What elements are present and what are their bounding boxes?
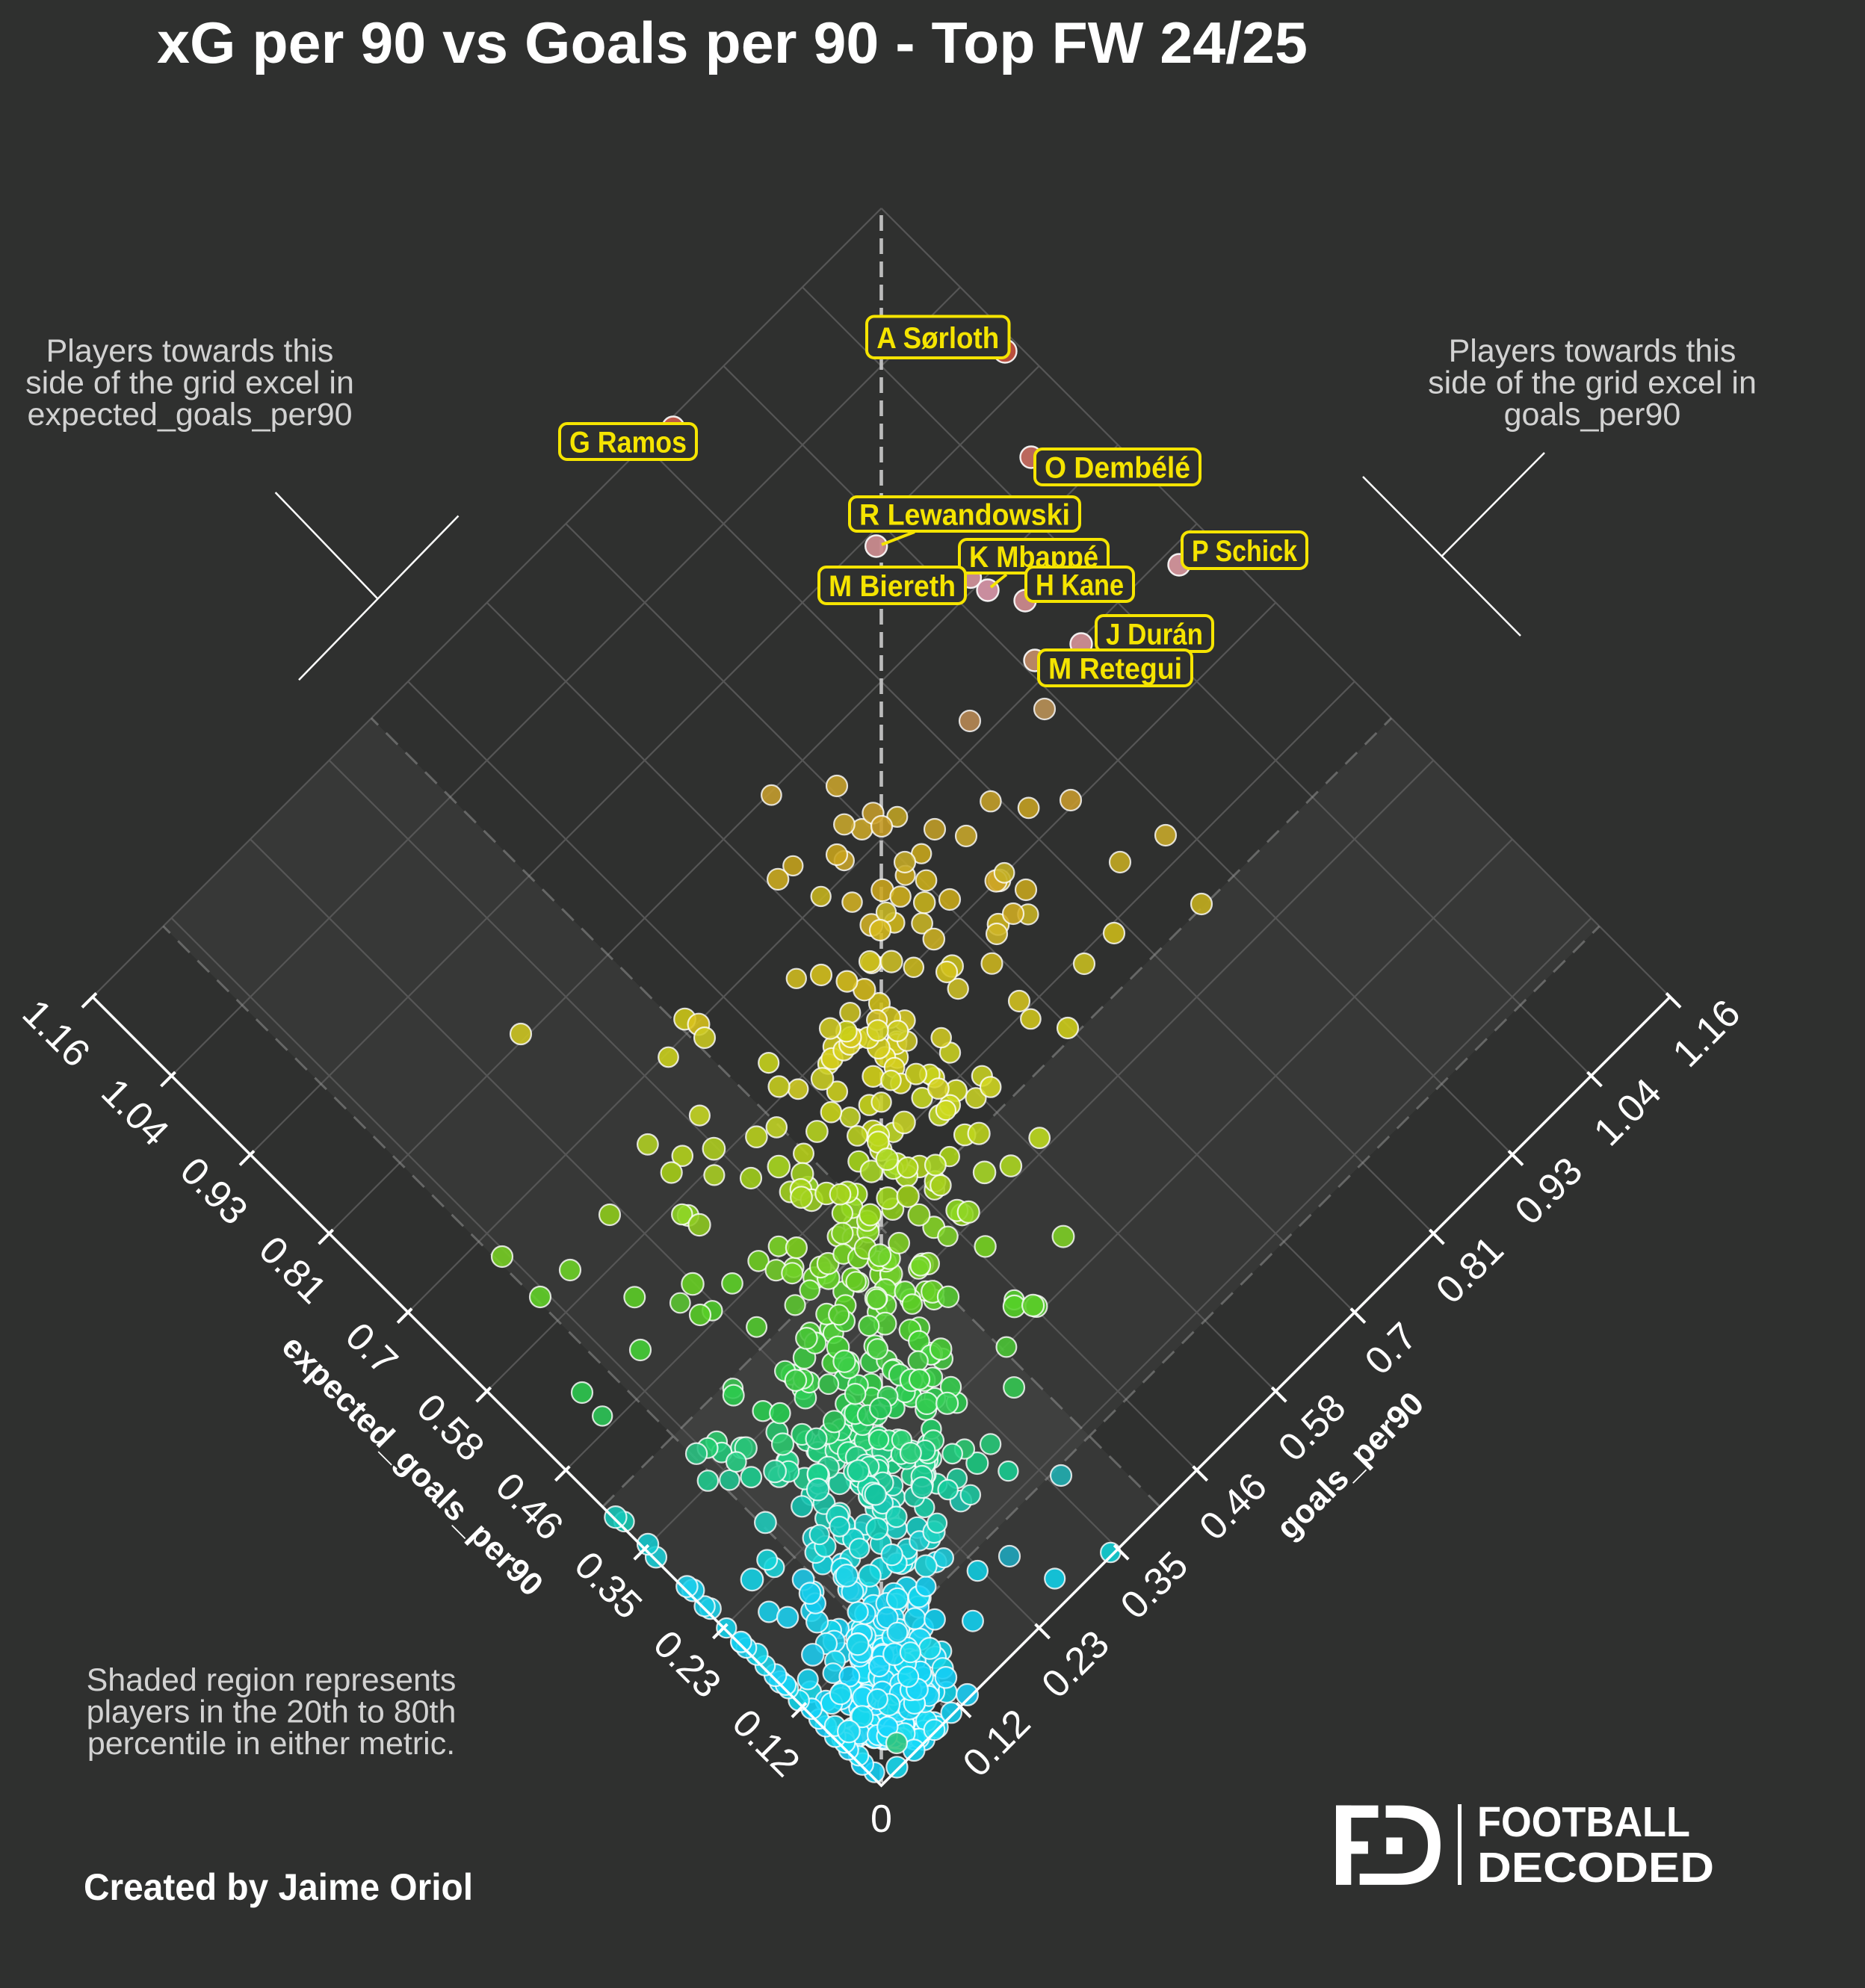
svg-text:M Biereth: M Biereth [829, 570, 956, 603]
svg-text:H Kane: H Kane [1036, 569, 1124, 602]
svg-text:J Durán: J Durán [1106, 619, 1203, 651]
svg-text:side of the grid excel in: side of the grid excel in [25, 365, 354, 401]
svg-text:Created by Jaime Oriol: Created by Jaime Oriol [84, 1866, 473, 1908]
svg-text:DECODED: DECODED [1477, 1844, 1714, 1892]
svg-text:A Sørloth: A Sørloth [876, 322, 999, 355]
svg-text:R Lewandowski: R Lewandowski [859, 499, 1070, 532]
svg-text:side of the grid excel in: side of the grid excel in [1428, 365, 1757, 401]
svg-text:P Schick: P Schick [1192, 535, 1298, 568]
svg-text:M Retegui: M Retegui [1048, 653, 1182, 686]
svg-text:players in the 20th to 80th: players in the 20th to 80th [87, 1694, 457, 1730]
svg-text:Shaded region represents: Shaded region represents [87, 1662, 457, 1698]
svg-text:O Dembélé: O Dembélé [1045, 452, 1190, 485]
svg-text:goals_per90: goals_per90 [1504, 397, 1681, 433]
svg-text:expected_goals_per90: expected_goals_per90 [27, 397, 352, 433]
svg-text:G Ramos: G Ramos [569, 427, 687, 459]
svg-text:Players towards this: Players towards this [46, 333, 334, 369]
svg-text:percentile in either metric.: percentile in either metric. [87, 1726, 455, 1762]
svg-text:0: 0 [870, 1797, 892, 1841]
svg-text:FOOTBALL: FOOTBALL [1477, 1798, 1690, 1846]
svg-text:xG per 90 vs Goals per 90 - To: xG per 90 vs Goals per 90 - Top FW 24/25 [157, 10, 1308, 75]
svg-text:Players towards this: Players towards this [1449, 333, 1736, 369]
